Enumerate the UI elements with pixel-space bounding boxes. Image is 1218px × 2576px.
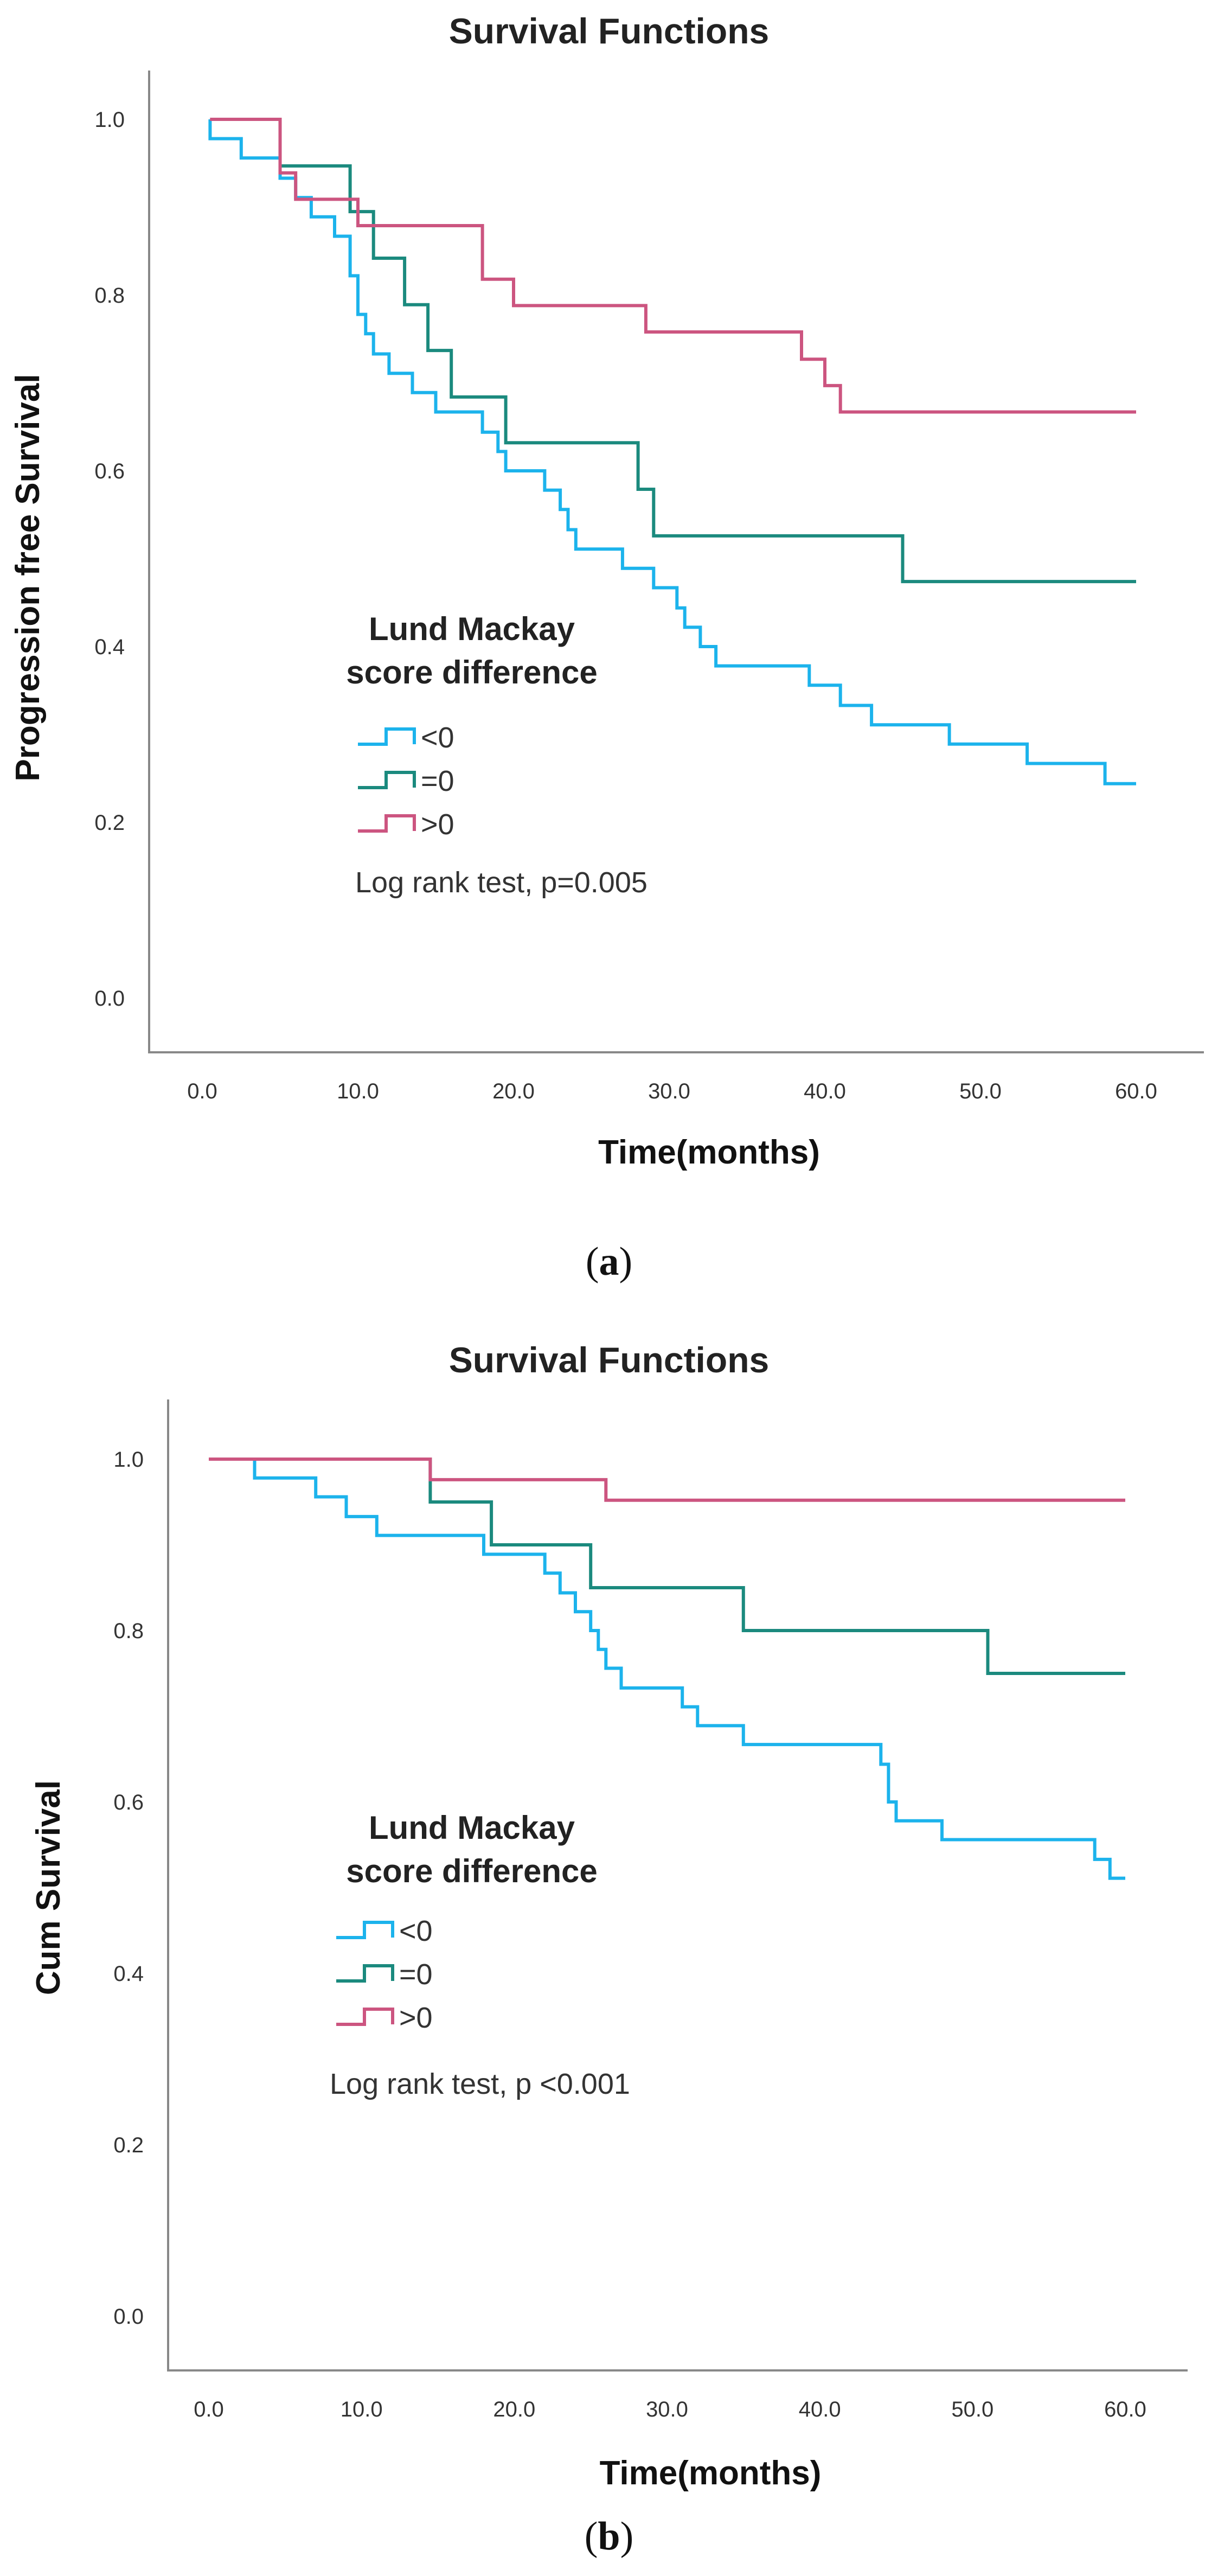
legend-swatch	[358, 727, 416, 746]
x-tick-label: 60.0	[1115, 1079, 1157, 1103]
chart-panel-a: Survival Functions 0.0 0.2 0.4 0.6 0.8 1.0 0.0 1…	[9, 11, 1204, 1284]
log-rank-annotation: Log rank test, p <0.001	[330, 2068, 630, 2100]
legend-title: Lund Mackay	[369, 611, 575, 647]
legend-title: score difference	[346, 654, 598, 691]
y-tick-label: 1.0	[94, 108, 125, 132]
x-tick-label: 30.0	[648, 1079, 690, 1103]
x-tick-label: 60.0	[1104, 2398, 1146, 2421]
x-tick-label: 20.0	[492, 1079, 535, 1103]
panel-caption: (a)	[586, 1239, 632, 1284]
legend-label: <0	[399, 1915, 433, 1947]
y-tick-label: 0.4	[113, 1962, 144, 1986]
panel-caption: (b)	[585, 2514, 633, 2559]
log-rank-annotation: Log rank test, p=0.005	[355, 866, 648, 899]
y-tick-label: 0.2	[94, 811, 125, 835]
legend-title: score difference	[346, 1853, 598, 1889]
legend-swatch	[358, 814, 416, 833]
chart-title: Survival Functions	[449, 11, 769, 51]
x-tick-label: 0.0	[187, 1079, 217, 1103]
legend-swatch	[336, 1921, 394, 1939]
x-tick-label: 50.0	[959, 1079, 1002, 1103]
legend-label: =0	[399, 1958, 433, 1991]
series-line	[209, 1458, 1125, 1675]
legend-label: >0	[399, 2002, 433, 2034]
x-tick-label: 10.0	[337, 1079, 379, 1103]
x-tick-label: 50.0	[951, 2398, 993, 2421]
chart-title: Survival Functions	[449, 1340, 769, 1380]
chart-panel-b: Survival Functions 0.0 0.2 0.4 0.6 0.8 1.0 0.0 1…	[30, 1340, 1188, 2559]
legend-swatch	[336, 1964, 394, 1983]
series-line	[210, 118, 1136, 584]
axis-frame	[167, 1399, 1188, 2372]
y-tick-label: 0.6	[113, 1791, 144, 1814]
y-axis-label: Cum Survival	[30, 1780, 67, 1995]
axis-frame	[148, 71, 1204, 1053]
legend-label: =0	[421, 765, 454, 797]
x-tick-label: 40.0	[799, 2398, 841, 2421]
legend-title: Lund Mackay	[369, 1810, 575, 1846]
y-axis-label: Progression free Survival	[9, 374, 47, 781]
x-tick-label: 0.0	[194, 2398, 224, 2421]
x-axis-label: Time(months)	[600, 2454, 822, 2492]
y-tick-label: 0.2	[113, 2133, 144, 2157]
x-tick-label: 20.0	[493, 2398, 535, 2421]
legend-swatch	[358, 771, 416, 789]
y-tick-label: 0.8	[94, 284, 125, 308]
x-axis-label: Time(months)	[598, 1134, 820, 1171]
y-tick-label: 0.0	[94, 987, 125, 1011]
x-tick-label: 10.0	[341, 2398, 383, 2421]
legend-label: <0	[421, 721, 454, 754]
y-tick-label: 0.8	[113, 1619, 144, 1643]
series-line	[209, 1458, 1125, 1880]
y-tick-label: 1.0	[113, 1448, 144, 1472]
legend-label: >0	[421, 808, 454, 841]
series-line	[210, 118, 1136, 414]
series-line	[208, 119, 1136, 785]
series-line	[209, 1458, 1125, 1502]
y-tick-label: 0.6	[94, 459, 125, 483]
y-tick-label: 0.0	[113, 2305, 144, 2329]
legend-swatch	[336, 2008, 394, 2026]
x-tick-label: 30.0	[646, 2398, 688, 2421]
y-tick-label: 0.4	[94, 635, 125, 659]
x-tick-label: 40.0	[804, 1079, 846, 1103]
